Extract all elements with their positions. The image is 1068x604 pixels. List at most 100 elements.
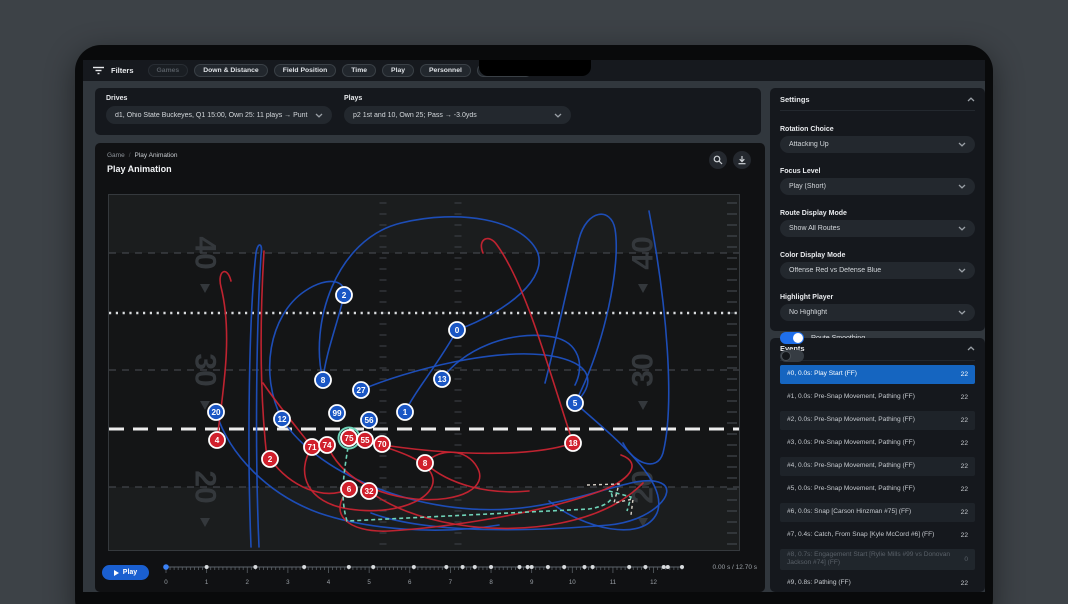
field-plot: 40 40 30 30 20 20 2 0 8 27 13 20 12 99 56 1 5 4 2 71 74 75 55 7… bbox=[108, 194, 740, 551]
svg-text:40: 40 bbox=[189, 236, 222, 269]
player-marker-1[interactable]: 1 bbox=[396, 403, 414, 421]
svg-text:5: 5 bbox=[367, 579, 371, 586]
play-button[interactable]: Play bbox=[102, 565, 149, 580]
svg-text:5: 5 bbox=[573, 399, 578, 408]
drives-select[interactable]: d1, Ohio State Buckeyes, Q1 15:00, Own 2… bbox=[106, 106, 332, 124]
breadcrumb-game[interactable]: Game bbox=[107, 152, 125, 159]
download-icon[interactable] bbox=[733, 151, 751, 169]
player-marker-2[interactable]: 2 bbox=[335, 286, 353, 304]
player-marker-74[interactable]: 74 bbox=[318, 436, 336, 454]
svg-text:30: 30 bbox=[627, 353, 660, 386]
player-marker-55[interactable]: 55 bbox=[356, 431, 374, 449]
svg-text:7: 7 bbox=[449, 579, 453, 586]
svg-text:8: 8 bbox=[489, 579, 493, 586]
timeline-position-handle[interactable] bbox=[163, 564, 169, 570]
svg-text:1: 1 bbox=[403, 408, 408, 417]
player-marker-4[interactable]: 4 bbox=[208, 431, 226, 449]
event-row[interactable]: #6, 0.0s: Snap [Carson Hinzman #75] (FF)… bbox=[780, 502, 975, 522]
event-row[interactable]: #2, 0.0s: Pre-Snap Movement, Pathing (FF… bbox=[780, 410, 975, 430]
time-label: 0.00 s / 12.70 s bbox=[712, 564, 757, 571]
svg-text:12: 12 bbox=[650, 579, 657, 586]
svg-text:3: 3 bbox=[286, 579, 290, 586]
player-marker-27[interactable]: 27 bbox=[352, 381, 370, 399]
chevron-down-icon bbox=[958, 226, 966, 231]
event-row[interactable]: #3, 0.0s: Pre-Snap Movement, Pathing (FF… bbox=[787, 438, 968, 447]
player-marker-99[interactable]: 99 bbox=[328, 404, 346, 422]
sidebar: Settings Rotation Choice Attacking Up Fo… bbox=[770, 88, 985, 592]
player-marker-0[interactable]: 0 bbox=[448, 321, 466, 339]
event-row[interactable]: #4, 0.0s: Pre-Snap Movement, Pathing (FF… bbox=[780, 456, 975, 476]
plays-select[interactable]: p2 1st and 10, Own 25; Pass → -3.0yds bbox=[344, 106, 571, 124]
app-screen: Filters Games Down & Distance Field Positi… bbox=[83, 60, 985, 592]
player-marker-2[interactable]: 2 bbox=[261, 450, 279, 468]
event-row[interactable]: #5, 0.0s: Pre-Snap Movement, Pathing (FF… bbox=[787, 484, 968, 493]
svg-text:30: 30 bbox=[189, 353, 222, 386]
player-marker-71[interactable]: 71 bbox=[303, 438, 321, 456]
player-marker-8[interactable]: 8 bbox=[314, 371, 332, 389]
event-row[interactable]: #1, 0.0s: Pre-Snap Movement, Pathing (FF… bbox=[787, 392, 968, 401]
player-marker-32[interactable]: 32 bbox=[360, 482, 378, 500]
svg-text:20: 20 bbox=[211, 408, 221, 417]
event-row[interactable]: #7, 0.4s: Catch, From Snap [Kyle McCord … bbox=[787, 530, 968, 539]
timeline: Play 0 1 2 3 4 5 6 7 8 9 10 11 12 0.00 s / 12.70 s bbox=[95, 555, 765, 591]
event-row[interactable]: #0, 0.0s: Play Start (FF) 22 bbox=[780, 364, 975, 384]
rotation-choice-label: Rotation Choice bbox=[780, 126, 834, 133]
filter-tab-play[interactable]: Play bbox=[382, 64, 415, 77]
timeline-slider[interactable]: 0 1 2 3 4 5 6 7 8 9 10 11 12 bbox=[153, 557, 698, 590]
player-marker-8[interactable]: 8 bbox=[416, 454, 434, 472]
zoom-icon[interactable] bbox=[709, 151, 727, 169]
color-display-mode-select[interactable]: Offense Red vs Defense Blue bbox=[780, 262, 975, 279]
svg-text:1: 1 bbox=[205, 579, 209, 586]
player-marker-13[interactable]: 13 bbox=[433, 370, 451, 388]
svg-text:13: 13 bbox=[437, 375, 447, 384]
player-marker-6[interactable]: 6 bbox=[340, 480, 358, 498]
svg-text:18: 18 bbox=[568, 439, 578, 448]
route-display-mode-label: Route Display Mode bbox=[780, 210, 847, 217]
player-marker-20[interactable]: 20 bbox=[207, 403, 225, 421]
player-marker-70[interactable]: 70 bbox=[373, 435, 391, 453]
player-marker-56[interactable]: 56 bbox=[360, 411, 378, 429]
highlight-player-select[interactable]: No Highlight bbox=[780, 304, 975, 321]
tablet-device: Filters Games Down & Distance Field Positi… bbox=[75, 45, 993, 604]
chevron-down-icon bbox=[958, 184, 966, 189]
svg-text:8: 8 bbox=[321, 376, 326, 385]
filter-tab-time[interactable]: Time bbox=[342, 64, 377, 77]
svg-text:8: 8 bbox=[423, 459, 428, 468]
player-marker-18[interactable]: 18 bbox=[564, 434, 582, 452]
player-marker-12[interactable]: 12 bbox=[273, 410, 291, 428]
focus-level-select[interactable]: Play (Short) bbox=[780, 178, 975, 195]
chevron-up-icon bbox=[967, 96, 975, 101]
rotation-choice-select[interactable]: Attacking Up bbox=[780, 136, 975, 153]
filter-tab-games[interactable]: Games bbox=[147, 64, 189, 77]
chevron-down-icon bbox=[958, 268, 966, 273]
plays-label: Plays bbox=[344, 95, 363, 102]
svg-text:4: 4 bbox=[215, 436, 220, 445]
svg-text:10: 10 bbox=[569, 579, 576, 586]
chevron-down-icon bbox=[958, 310, 966, 315]
event-row[interactable]: #8, 0.7s: Engagement Start [Rylie Mills … bbox=[780, 548, 975, 571]
svg-text:56: 56 bbox=[364, 416, 374, 425]
filters-title: Filters bbox=[111, 66, 134, 75]
filter-tab-personnel[interactable]: Personnel bbox=[420, 64, 471, 77]
events-list: #0, 0.0s: Play Start (FF) 22 #1, 0.0s: Pre… bbox=[780, 361, 975, 593]
svg-text:75: 75 bbox=[344, 434, 354, 443]
breadcrumb-play-animation: Play Animation bbox=[134, 152, 178, 159]
settings-card: Settings Rotation Choice Attacking Up Fo… bbox=[770, 88, 985, 362]
filter-tab-field-position[interactable]: Field Position bbox=[273, 64, 337, 77]
events-header[interactable]: Events bbox=[780, 338, 975, 361]
svg-text:74: 74 bbox=[322, 441, 332, 450]
events-card: Events #0, 0.0s: Play Start (FF) 22 #1, 0.… bbox=[770, 338, 985, 592]
event-row[interactable]: #9, 0.8s: Pathing (FF) 22 bbox=[787, 579, 968, 588]
route-display-mode-select[interactable]: Show All Routes bbox=[780, 220, 975, 237]
play-triangle-icon bbox=[113, 569, 119, 576]
svg-text:27: 27 bbox=[356, 386, 366, 395]
drive-play-selector-panel: Drives d1, Ohio State Buckeyes, Q1 15:00… bbox=[95, 88, 761, 135]
filter-tab-down-distance[interactable]: Down & Distance bbox=[194, 64, 268, 77]
svg-text:32: 32 bbox=[364, 487, 374, 496]
svg-text:99: 99 bbox=[332, 409, 342, 418]
svg-text:12: 12 bbox=[277, 415, 287, 424]
settings-header[interactable]: Settings bbox=[780, 88, 975, 111]
svg-text:9: 9 bbox=[530, 579, 534, 586]
player-marker-5[interactable]: 5 bbox=[566, 394, 584, 412]
